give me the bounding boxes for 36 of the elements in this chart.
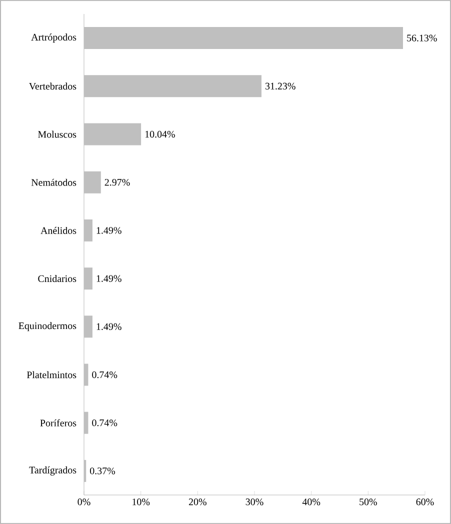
data-label: 31.23% <box>265 82 296 90</box>
data-label: 1.49% <box>96 275 122 282</box>
y-tick-label: Vertebrados <box>29 82 76 90</box>
data-label: 0.74% <box>92 419 118 426</box>
y-tick-label: Tardígrados <box>29 466 76 476</box>
x-tick-label: 40% <box>302 498 320 506</box>
bar <box>84 27 403 50</box>
y-tick-label: Equinodermos <box>18 322 76 332</box>
bar <box>84 268 92 290</box>
data-label: 10.04% <box>145 130 175 138</box>
bar <box>84 219 92 242</box>
data-label: 1.49% <box>96 323 122 330</box>
y-tick-label: Cnidarios <box>38 275 76 282</box>
bar <box>84 123 142 146</box>
data-label: 0.74% <box>92 371 118 378</box>
y-tick-label: Platelmintos <box>26 371 76 378</box>
y-tick-label: Artrópodos <box>31 34 76 43</box>
y-tick-label: Anélidos <box>40 226 76 234</box>
y-tick-label: Moluscos <box>38 130 76 138</box>
x-tick-label: 30% <box>246 498 264 506</box>
x-tick-label: 0% <box>78 498 90 506</box>
y-tick-label: Poríferos <box>40 419 76 426</box>
bar <box>84 412 88 434</box>
data-label: 56.13% <box>407 34 437 42</box>
bar <box>84 364 88 386</box>
data-label: 1.49% <box>96 227 122 234</box>
y-tick-label: Nemátodos <box>31 178 76 186</box>
x-tick-label: 20% <box>188 498 206 506</box>
x-tick-label: 50% <box>360 498 377 506</box>
bar <box>84 316 92 338</box>
bar <box>84 171 101 194</box>
x-tick-label: 10% <box>132 498 150 506</box>
data-label: 2.97% <box>104 178 130 186</box>
bar <box>84 75 262 98</box>
data-label: 0.37% <box>90 468 116 474</box>
x-tick-label: 60% <box>416 498 434 506</box>
